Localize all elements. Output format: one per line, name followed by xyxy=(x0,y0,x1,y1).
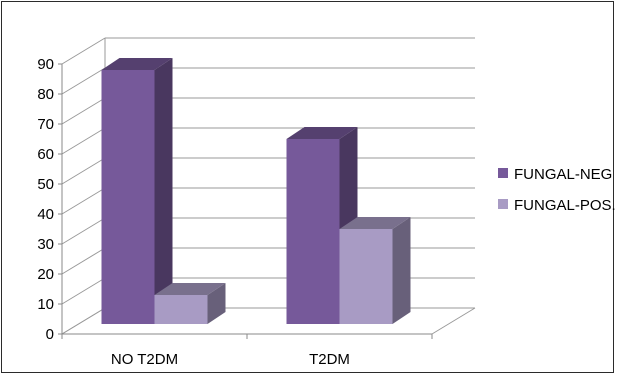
legend-swatch xyxy=(498,199,508,209)
bar-fungal-pos-t2dm-side xyxy=(392,217,411,324)
x-tick-label: T2DM xyxy=(309,351,350,368)
legend-label: FUNGAL-POS. xyxy=(514,197,615,214)
bar-fungal-pos-no-t2dm-top xyxy=(154,283,226,295)
side-gridline xyxy=(61,217,106,245)
side-gridline xyxy=(61,157,106,185)
legend-swatch xyxy=(498,168,508,178)
floor-edge-right xyxy=(431,307,476,335)
bar-fungal-neg-t2dm xyxy=(286,139,340,324)
y-tick-label: 0 xyxy=(46,326,54,343)
y-tick-label: 20 xyxy=(37,266,54,283)
side-gridline xyxy=(61,247,106,275)
side-gridline xyxy=(61,277,106,305)
side-gridline xyxy=(61,187,106,215)
bar-fungal-pos-no-t2dm xyxy=(154,295,208,324)
side-gridline xyxy=(61,127,106,155)
bar-fungal-neg-no-t2dm-side xyxy=(154,58,173,324)
y-tick-label: 90 xyxy=(37,56,54,73)
y-tick-label: 50 xyxy=(37,176,54,193)
x-tick-label: NO T2DM xyxy=(111,351,178,368)
bar-fungal-pos-t2dm-top xyxy=(339,217,411,229)
side-gridline xyxy=(61,307,106,335)
bar-fungal-pos-t2dm xyxy=(339,229,393,324)
bar-fungal-pos-no-t2dm-side xyxy=(207,283,226,324)
legend-label: FUNGAL-NEG xyxy=(514,166,612,183)
y-tick-label: 80 xyxy=(37,86,54,103)
y-tick-label: 70 xyxy=(37,116,54,133)
side-gridline xyxy=(61,97,106,125)
bar-fungal-neg-no-t2dm-top xyxy=(101,58,173,70)
y-tick-label: 10 xyxy=(37,296,54,313)
y-tick-label: 60 xyxy=(37,146,54,163)
y-tick-label: 30 xyxy=(37,236,54,253)
bar-fungal-neg-no-t2dm xyxy=(101,70,155,324)
y-tick-label: 40 xyxy=(37,206,54,223)
side-gridline xyxy=(61,37,106,65)
side-gridline xyxy=(61,67,106,95)
bar-fungal-neg-t2dm-top xyxy=(286,127,358,139)
